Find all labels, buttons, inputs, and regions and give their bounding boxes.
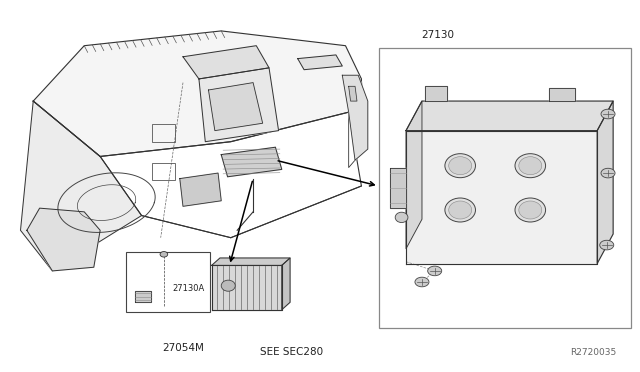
Bar <box>152 124 175 142</box>
Polygon shape <box>298 55 342 70</box>
Ellipse shape <box>445 154 476 178</box>
Ellipse shape <box>515 154 545 178</box>
Text: 27130A: 27130A <box>172 284 204 293</box>
Text: SEE SEC280: SEE SEC280 <box>260 347 323 357</box>
Polygon shape <box>199 68 278 142</box>
Bar <box>152 163 175 180</box>
Ellipse shape <box>601 168 615 178</box>
Polygon shape <box>282 258 290 310</box>
Polygon shape <box>549 88 575 101</box>
Polygon shape <box>209 83 262 131</box>
Ellipse shape <box>415 277 429 287</box>
Ellipse shape <box>600 240 614 250</box>
Polygon shape <box>406 101 422 249</box>
Bar <box>126 253 211 311</box>
Ellipse shape <box>601 109 615 119</box>
Polygon shape <box>597 101 613 263</box>
Ellipse shape <box>515 198 545 222</box>
Ellipse shape <box>395 212 408 222</box>
Polygon shape <box>212 258 290 265</box>
Ellipse shape <box>221 280 236 291</box>
Text: R2720035: R2720035 <box>570 347 616 357</box>
Polygon shape <box>425 86 447 101</box>
Polygon shape <box>27 208 100 271</box>
Polygon shape <box>390 167 406 208</box>
Polygon shape <box>349 86 357 101</box>
Polygon shape <box>183 46 269 79</box>
Polygon shape <box>221 147 282 177</box>
Ellipse shape <box>519 201 541 219</box>
Ellipse shape <box>519 157 541 175</box>
Polygon shape <box>406 101 613 131</box>
Polygon shape <box>20 101 141 271</box>
Polygon shape <box>180 173 221 206</box>
Polygon shape <box>33 31 362 157</box>
Ellipse shape <box>428 266 442 276</box>
Text: 27054M: 27054M <box>162 343 204 353</box>
Ellipse shape <box>449 201 472 219</box>
Polygon shape <box>406 131 597 263</box>
Polygon shape <box>135 291 151 302</box>
Text: 27130: 27130 <box>421 30 454 40</box>
Bar <box>379 48 631 328</box>
Polygon shape <box>212 265 282 310</box>
Ellipse shape <box>445 198 476 222</box>
Polygon shape <box>342 75 368 160</box>
Ellipse shape <box>160 251 168 257</box>
Ellipse shape <box>449 157 472 175</box>
